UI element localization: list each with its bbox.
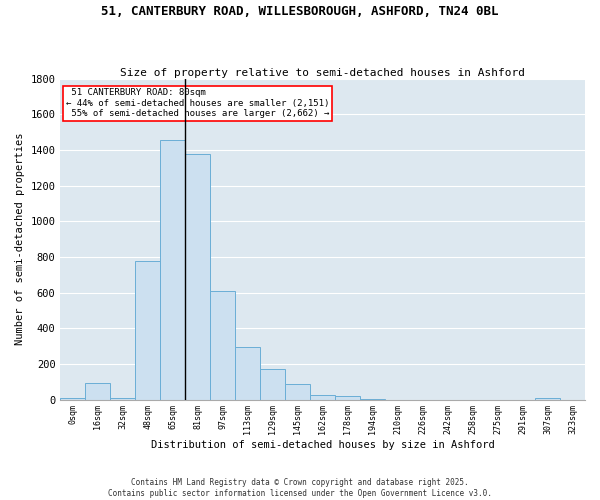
Bar — [260, 370, 285, 400]
Title: Size of property relative to semi-detached houses in Ashford: Size of property relative to semi-detach… — [120, 68, 525, 78]
Bar — [160, 140, 185, 400]
Bar — [360, 398, 385, 400]
Bar — [235, 347, 260, 400]
Bar — [310, 394, 335, 400]
Bar — [61, 398, 85, 400]
Bar — [185, 154, 210, 400]
Bar — [110, 398, 136, 400]
Y-axis label: Number of semi-detached properties: Number of semi-detached properties — [15, 133, 25, 346]
Text: Contains HM Land Registry data © Crown copyright and database right 2025.
Contai: Contains HM Land Registry data © Crown c… — [108, 478, 492, 498]
Bar — [136, 262, 160, 400]
X-axis label: Distribution of semi-detached houses by size in Ashford: Distribution of semi-detached houses by … — [151, 440, 494, 450]
Bar — [335, 396, 360, 400]
Text: 51, CANTERBURY ROAD, WILLESBOROUGH, ASHFORD, TN24 0BL: 51, CANTERBURY ROAD, WILLESBOROUGH, ASHF… — [101, 5, 499, 18]
Bar — [285, 384, 310, 400]
Bar — [85, 382, 110, 400]
Bar — [210, 291, 235, 400]
Text: 51 CANTERBURY ROAD: 80sqm
← 44% of semi-detached houses are smaller (2,151)
 55%: 51 CANTERBURY ROAD: 80sqm ← 44% of semi-… — [65, 88, 329, 118]
Bar — [535, 398, 560, 400]
